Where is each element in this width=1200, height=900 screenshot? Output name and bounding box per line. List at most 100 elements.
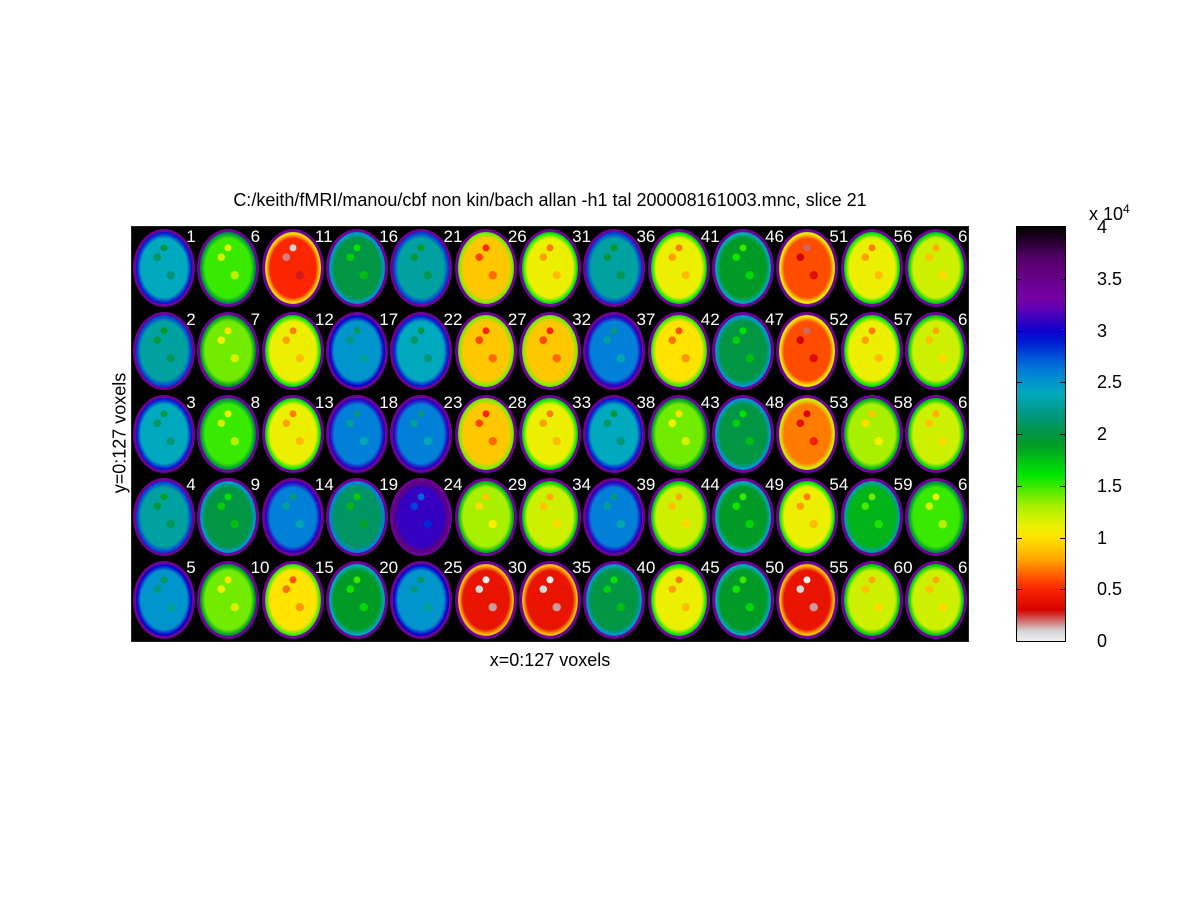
slice-number-label: 5 (186, 558, 196, 578)
slice-number-label: 4 (186, 475, 196, 495)
brain-slice-image (200, 232, 257, 305)
slice-frame: 56 (839, 227, 913, 310)
slice-number-label: 38 (636, 392, 656, 412)
slice-frame: 17 (325, 310, 398, 393)
colorbar-tick-mark (1060, 434, 1065, 435)
colorbar-tick-mark (1017, 331, 1022, 332)
slice-number-label: 1 (186, 227, 196, 246)
brain-slice-image (393, 480, 450, 553)
slice-frame: 6 (904, 227, 968, 310)
slice-number-label: 52 (829, 309, 849, 329)
slice-number-label: 26 (507, 227, 527, 246)
slice-frame: 13 (261, 393, 334, 476)
slice-frame: 8 (196, 393, 260, 476)
brain-slice-image (907, 315, 964, 388)
brain-slice-image (779, 315, 836, 388)
slice-frame: 60 (839, 558, 913, 641)
y-axis-label: y=0:127 voxels (109, 372, 130, 494)
slice-number-label: 25 (443, 558, 463, 578)
brain-slice-image (779, 397, 836, 470)
slice-frame: 54 (775, 475, 848, 558)
slice-number-label: 27 (507, 309, 527, 329)
slice-frame: 41 (646, 227, 720, 310)
brain-slice-image (136, 397, 193, 470)
brain-slice-image (521, 397, 578, 470)
slice-number-label: 7 (250, 309, 261, 329)
brain-slice-image (264, 315, 321, 388)
slice-frame: 3 (132, 393, 196, 476)
slice-number-label: 15 (314, 558, 334, 578)
slice-number-label: 31 (572, 227, 592, 246)
slice-number-label: 55 (829, 558, 849, 578)
brain-slice-image (393, 563, 450, 636)
slice-frame: 38 (582, 393, 655, 476)
slice-frame: 6 (904, 475, 968, 558)
slice-number-label: 6 (957, 558, 968, 578)
colorbar-tick-mark (1017, 538, 1022, 539)
slice-frame: 15 (261, 558, 334, 641)
slice-number-label: 2 (186, 309, 196, 329)
colorbar-tick-mark (1017, 434, 1022, 435)
brain-slice-image (264, 563, 321, 636)
brain-slice-image (200, 315, 257, 388)
slice-frame: 47 (711, 310, 784, 393)
brain-slice-image (586, 315, 643, 388)
brain-slice-image (714, 315, 771, 388)
brain-slice-image (650, 232, 707, 305)
slice-number-label: 46 (765, 227, 784, 246)
brain-slice-image (264, 480, 321, 553)
slice-frame: 35 (518, 558, 591, 641)
slice-number-label: 20 (379, 558, 399, 578)
slice-frame: 11 (261, 227, 333, 310)
brain-slice-image (714, 563, 771, 636)
slice-number-label: 6 (250, 227, 261, 246)
brain-slice-image (329, 397, 386, 470)
slice-number-label: 56 (893, 227, 913, 246)
brain-slice-image (586, 563, 643, 636)
slice-frame: 14 (261, 475, 334, 558)
slice-number-label: 47 (765, 309, 784, 329)
slice-number-label: 16 (379, 227, 399, 246)
brain-slice-image (136, 563, 193, 636)
slice-number-label: 49 (765, 475, 784, 495)
slice-frame: 45 (646, 558, 720, 641)
colorbar-tick-mark (1017, 382, 1022, 383)
brain-slice-image (714, 232, 771, 305)
slice-frame: 59 (839, 475, 913, 558)
brain-slice-image (521, 315, 578, 388)
brain-slice-image (329, 563, 386, 636)
slice-frame: 50 (711, 558, 784, 641)
slice-number-label: 59 (893, 475, 913, 495)
brain-slice-image (843, 480, 900, 553)
slice-number-label: 45 (700, 558, 720, 578)
slice-frame: 55 (775, 558, 848, 641)
slice-frame: 51 (775, 227, 848, 310)
slice-frame: 42 (646, 310, 720, 393)
brain-slice-image (907, 232, 964, 305)
slice-frame: 43 (646, 393, 720, 476)
brain-slice-image (650, 315, 707, 388)
slice-number-label: 8 (250, 392, 261, 412)
brain-slice-image (457, 563, 514, 636)
colorbar-tick-label: 2.5 (1097, 372, 1123, 393)
slice-frame: 32 (518, 310, 591, 393)
slice-frame: 6 (196, 227, 260, 310)
slice-frame: 2 (132, 310, 196, 393)
slice-number-label: 13 (314, 392, 334, 412)
slice-frame: 58 (839, 393, 913, 476)
brain-slice-image (521, 480, 578, 553)
brain-slice-image (650, 563, 707, 636)
slice-frame: 16 (325, 227, 398, 310)
brain-slice-image (329, 232, 386, 305)
slice-number-label: 6 (957, 475, 968, 495)
slice-number-label: 28 (507, 392, 527, 412)
slice-number-label: 29 (507, 475, 527, 495)
colorbar-tick-mark (1060, 331, 1065, 332)
slice-frame: 20 (325, 558, 398, 641)
slice-frame: 6 (904, 393, 968, 476)
colorbar (1016, 226, 1066, 642)
brain-slice-image (843, 397, 900, 470)
brain-slice-image (843, 315, 900, 388)
slice-frame: 27 (454, 310, 527, 393)
slice-frame: 31 (518, 227, 591, 310)
